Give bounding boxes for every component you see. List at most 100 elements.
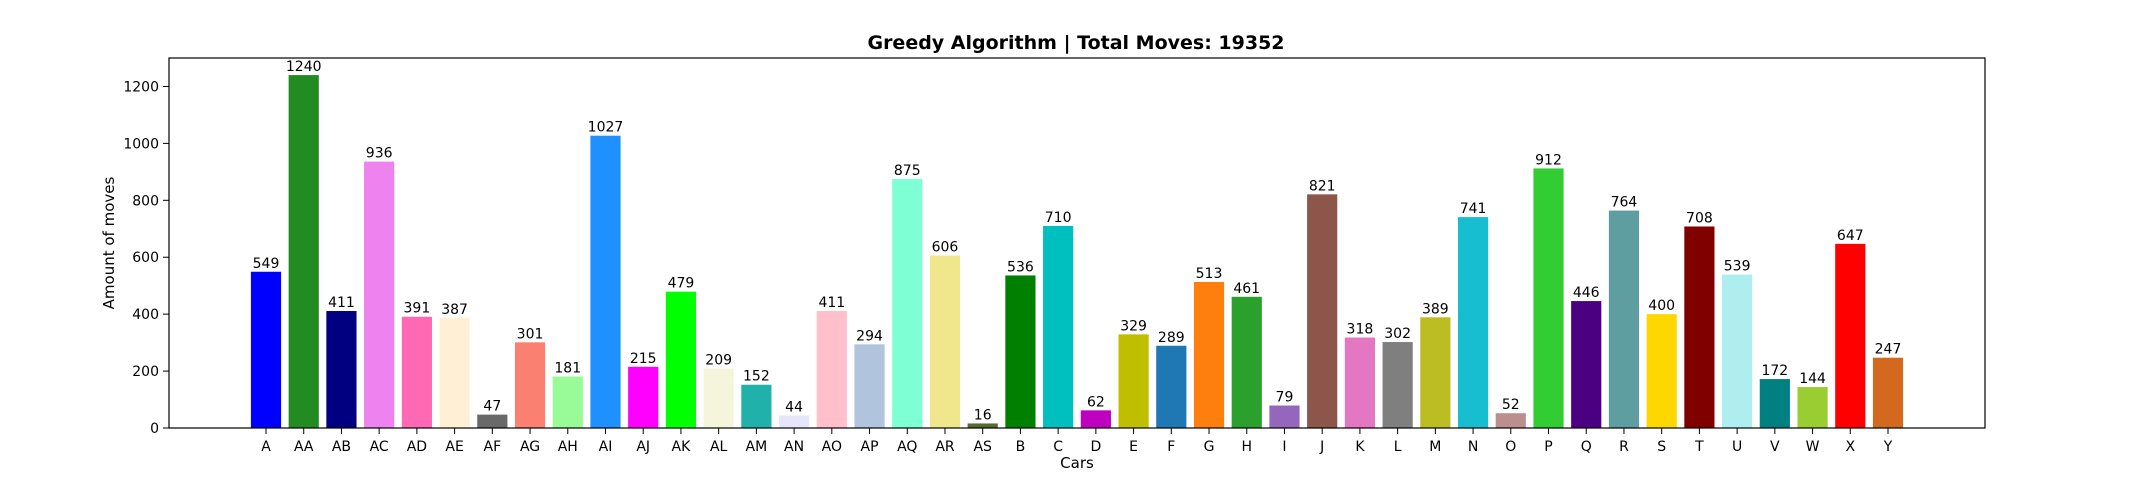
bar-value-label: 329	[1120, 318, 1147, 334]
bar-value-label: 215	[630, 351, 657, 367]
x-tick-label: T	[1694, 439, 1704, 455]
bar-value-label: 1240	[286, 59, 322, 75]
x-tick-label: Y	[1883, 439, 1893, 455]
bar-j	[1307, 194, 1338, 428]
y-tick-label: 200	[132, 364, 159, 380]
x-tick-label: AJ	[636, 439, 650, 455]
bar-i	[1269, 405, 1300, 428]
bar-value-label: 247	[1875, 342, 1902, 358]
bar-c	[1043, 225, 1074, 428]
bar-value-label: 647	[1837, 228, 1864, 244]
bar-value-label: 62	[1087, 394, 1105, 410]
bar-x	[1835, 243, 1866, 428]
bar-v	[1759, 379, 1790, 428]
bar-value-label: 912	[1535, 152, 1562, 168]
y-tick-label: 1200	[123, 79, 159, 95]
x-tick-label: AE	[445, 439, 463, 455]
bar-d	[1080, 410, 1111, 428]
bar-value-label: 302	[1384, 326, 1411, 342]
bar-value-label: 708	[1686, 210, 1713, 226]
bars	[250, 75, 1904, 428]
x-tick-label: AC	[370, 439, 389, 455]
x-tick-label: O	[1505, 439, 1516, 455]
x-tick-label: AA	[294, 439, 314, 455]
x-tick-label: J	[1319, 439, 1324, 455]
bar-labels: 549 1240 411 936 391 387 47 301 181 1027 215 479 209…	[253, 59, 1902, 423]
bar-value-label: 875	[894, 163, 921, 179]
bar-n	[1457, 217, 1489, 428]
bar-o	[1495, 413, 1526, 428]
x-tick-label: F	[1167, 439, 1175, 455]
bar-value-label: 741	[1460, 201, 1487, 217]
x-tick-label: AK	[672, 439, 692, 455]
bar-an	[779, 415, 810, 428]
bar-value-label: 318	[1347, 321, 1374, 337]
x-tick-label: P	[1544, 439, 1552, 455]
bar-f	[1156, 345, 1187, 428]
y-axis-label: Amount of moves	[100, 176, 118, 309]
y-tick-label: 800	[132, 193, 159, 209]
bar-aa	[288, 75, 319, 428]
x-tick-label: AD	[407, 439, 427, 455]
bar-value-label: 539	[1724, 259, 1751, 275]
bar-value-label: 513	[1196, 266, 1223, 282]
bar-w	[1797, 387, 1828, 428]
bar-am	[741, 384, 772, 428]
x-tick-label: D	[1090, 439, 1101, 455]
bar-ae	[439, 317, 470, 428]
x-axis-label: Cars	[1060, 454, 1094, 472]
x-tick-label: E	[1129, 439, 1138, 455]
bar-value-label: 389	[1422, 301, 1449, 317]
bar-g	[1193, 281, 1225, 428]
bar-value-label: 391	[404, 301, 431, 317]
bar-t	[1684, 226, 1715, 428]
x-tick-label: S	[1657, 439, 1666, 455]
bar-value-label: 821	[1309, 178, 1336, 194]
bar-b	[1005, 275, 1036, 428]
x-tick-label: AI	[599, 439, 613, 455]
x-tick-label: AS	[973, 439, 992, 455]
x-tick-label: L	[1394, 439, 1402, 455]
bar-value-label: 411	[818, 295, 845, 311]
bar-k	[1344, 337, 1375, 428]
bar-y	[1872, 357, 1904, 428]
x-tick-label: AB	[332, 439, 351, 455]
x-tick-label: H	[1241, 439, 1252, 455]
bar-e	[1118, 334, 1149, 428]
y-tick-label: 1000	[123, 136, 159, 152]
bar-l	[1382, 342, 1413, 428]
y-axis: 0 200 400 600 800 1000 1200	[123, 79, 169, 437]
bar-value-label: 1027	[588, 120, 624, 136]
bar-ad	[401, 316, 432, 428]
x-tick-label: AP	[861, 439, 879, 455]
bar-value-label: 47	[483, 399, 501, 415]
x-tick-label: K	[1355, 439, 1365, 455]
bar-a	[250, 271, 282, 428]
bar-ac	[364, 161, 395, 428]
bar-value-label: 172	[1761, 363, 1788, 379]
x-axis: A AA AB AC AD AE AF AG AH AI AJ AK AL AM AN AO AP AQ AR AS B…	[261, 428, 1893, 455]
bar-value-label: 181	[554, 360, 581, 376]
bar-value-label: 764	[1611, 195, 1638, 211]
bar-value-label: 16	[974, 407, 992, 423]
y-tick-label: 600	[132, 250, 159, 266]
bar-ab	[326, 311, 357, 428]
x-tick-label: AR	[935, 439, 955, 455]
x-tick-label: AH	[558, 439, 578, 455]
x-tick-label: U	[1732, 439, 1742, 455]
x-tick-label: A	[261, 439, 271, 455]
x-tick-label: I	[1282, 439, 1286, 455]
plot-frame	[168, 57, 1986, 429]
bar-m	[1420, 317, 1451, 428]
bar-ai	[590, 135, 621, 428]
x-tick-label: G	[1204, 439, 1215, 455]
x-tick-label: AG	[520, 439, 540, 455]
bar-value-label: 52	[1502, 397, 1520, 413]
x-tick-label: V	[1770, 439, 1780, 455]
bar-value-label: 936	[366, 146, 393, 162]
bar-h	[1231, 296, 1262, 428]
chart-title: Greedy Algorithm | Total Moves: 19352	[867, 32, 1284, 54]
bar-ar	[929, 255, 961, 428]
bar-value-label: 710	[1045, 210, 1072, 226]
